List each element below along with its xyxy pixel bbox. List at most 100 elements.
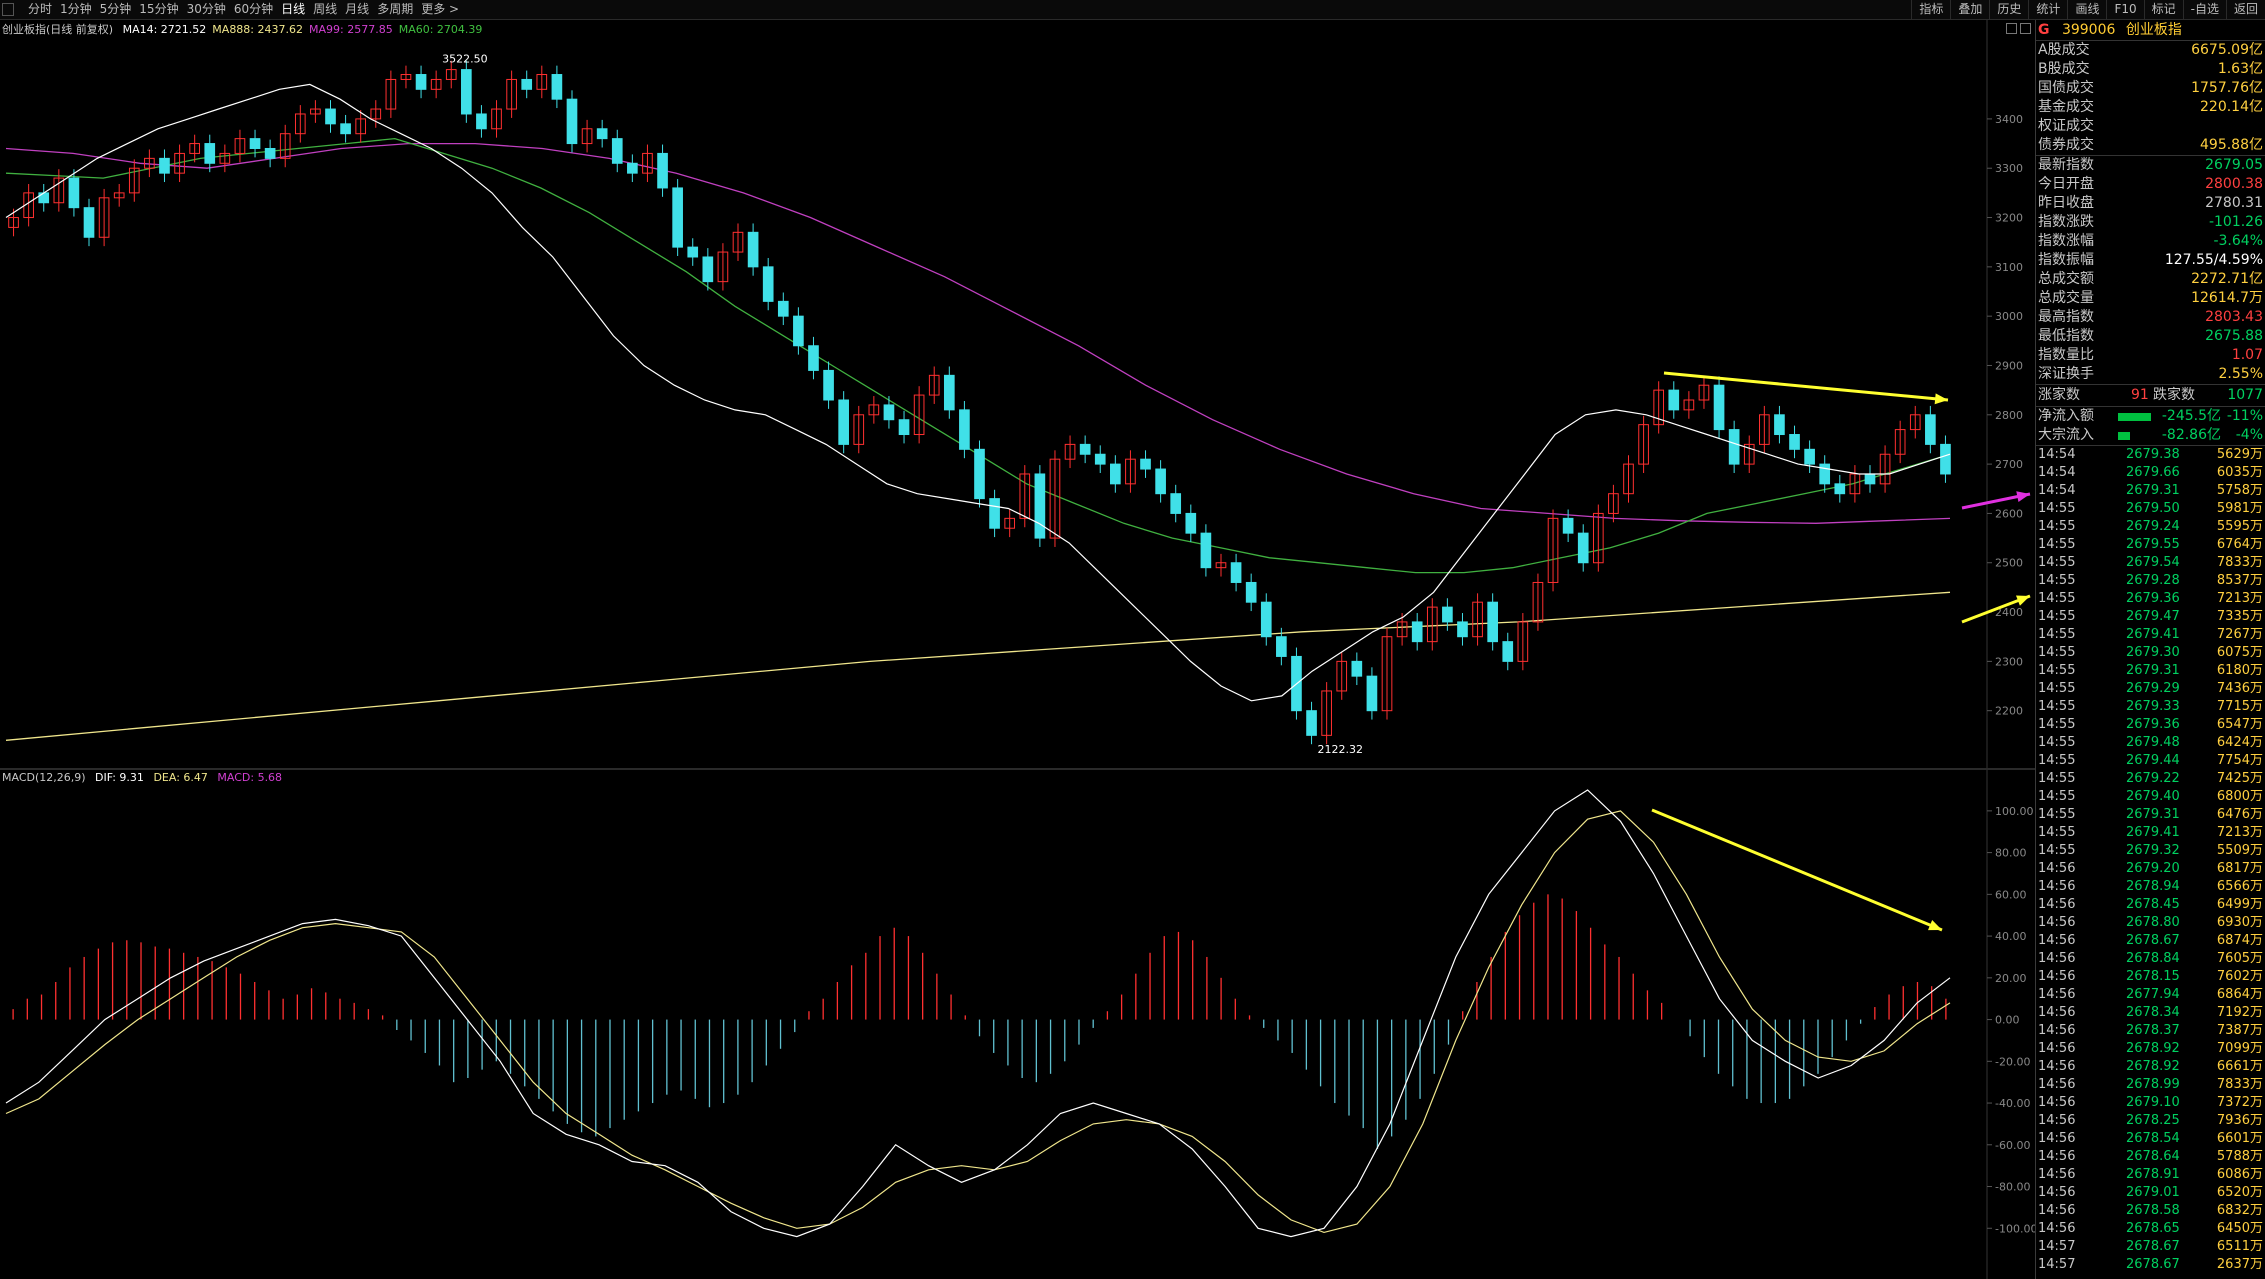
tick-volume: 6864万 — [2216, 987, 2263, 1002]
tick-price: 2679.31 — [2126, 483, 2180, 498]
period-tab[interactable]: 日线 — [281, 2, 306, 16]
tick-row: 14:56 2678.25 7936万 — [2036, 1112, 2265, 1130]
candle-body — [506, 78, 517, 110]
panel-close-icon[interactable] — [2020, 23, 2031, 34]
candle-body — [325, 108, 336, 125]
window-menu-icon[interactable] — [2, 3, 14, 16]
y-tick-label: 2300 — [1995, 655, 2023, 668]
tick-price: 2678.34 — [2126, 1005, 2180, 1020]
macd-chart[interactable]: -100.00 -80.00 -60.00 -40.00 -20.00 0.00 20.00… — [0, 770, 2035, 1279]
tool-button[interactable]: F10 — [2106, 0, 2143, 19]
flow-row: 大宗流入 -82.86亿 -4% — [2036, 426, 2265, 445]
candle-body — [1668, 389, 1680, 411]
tick-price: 2679.50 — [2126, 501, 2180, 516]
candle-body — [1698, 384, 1710, 401]
stat-label: 最低指数 — [2038, 328, 2094, 344]
stat-label: 今日开盘 — [2038, 176, 2094, 192]
tool-button[interactable]: 叠加 — [1950, 0, 1989, 19]
candle-body — [1079, 443, 1091, 455]
tick-price: 2678.91 — [2126, 1167, 2180, 1182]
candle-body — [717, 251, 729, 283]
period-tab[interactable]: 多周期 — [377, 2, 414, 16]
macd-y-tick-label: -100.00 — [1995, 1222, 2035, 1235]
turnover-label: A股成交 — [2038, 42, 2090, 58]
candle-body — [1125, 458, 1136, 485]
tool-button[interactable]: -自选 — [2182, 0, 2226, 19]
turnover-value: 220.14亿 — [2200, 99, 2263, 115]
period-tabs: 分时 1分钟 5分钟 15分钟 30分钟 60分钟 日线 周线 月线 多周期 更多 > — [24, 1, 463, 18]
candle-body — [1381, 636, 1393, 712]
tick-price: 2679.20 — [2126, 861, 2180, 876]
tick-row: 14:55 2679.48 6424万 — [2036, 734, 2265, 752]
tick-time: 14:55 — [2038, 699, 2076, 714]
stat-label: 指数量比 — [2038, 347, 2094, 363]
stat-row: 指数涨幅 -3.64% — [2036, 232, 2265, 251]
candle-body — [1879, 453, 1891, 485]
tick-volume: 6511万 — [2216, 1239, 2263, 1254]
tick-price: 2679.40 — [2126, 789, 2180, 804]
tick-time: 14:56 — [2038, 1041, 2076, 1056]
tick-time: 14:56 — [2038, 879, 2076, 894]
macd-dif: DIF: 9.31 — [95, 771, 144, 784]
tool-button[interactable]: 标记 — [2143, 0, 2183, 19]
panel-divider[interactable] — [0, 768, 2035, 770]
period-tab[interactable]: 月线 — [345, 2, 370, 16]
tick-time: 14:55 — [2038, 843, 2076, 858]
tick-list[interactable]: 14:54 2679.38 5629万 14:54 2679.66 6035万 14:54 2… — [2036, 445, 2265, 1274]
ma-legend: MA99: 2577.85 — [309, 23, 393, 36]
tick-price: 2678.67 — [2126, 1257, 2180, 1272]
tool-buttons: 指标 叠加 历史 统计 画线 F10 标记 -自选 返回 — [1911, 0, 2265, 19]
period-tab[interactable]: 更多 > — [421, 2, 460, 16]
tick-price: 2678.25 — [2126, 1113, 2180, 1128]
tick-time: 14:56 — [2038, 1023, 2076, 1038]
stat-row: 指数涨跌 -101.26 — [2036, 213, 2265, 232]
tool-button[interactable]: 历史 — [1989, 0, 2028, 19]
period-tab[interactable]: 1分钟 — [60, 2, 92, 16]
macd-name: MACD(12,26,9) — [2, 771, 86, 784]
candle-body — [943, 374, 955, 411]
period-tab[interactable]: 30分钟 — [186, 2, 226, 16]
candle-body — [8, 217, 19, 228]
tick-volume: 6547万 — [2216, 717, 2263, 732]
tick-volume: 7754万 — [2216, 753, 2263, 768]
macd-y-tick-label: -40.00 — [1995, 1097, 2030, 1110]
tool-button[interactable]: 统计 — [2028, 0, 2067, 19]
tick-row: 14:54 2679.38 5629万 — [2036, 446, 2265, 464]
tick-time: 14:55 — [2038, 735, 2076, 750]
candle-body — [838, 399, 849, 445]
low-price-label: 2122.32 — [1318, 743, 1364, 756]
period-tab[interactable]: 15分钟 — [139, 2, 179, 16]
tool-button[interactable]: 返回 — [2225, 0, 2265, 19]
turnover-row: A股成交 6675.09亿 — [2036, 41, 2265, 60]
tick-row: 14:56 2677.94 6864万 — [2036, 986, 2265, 1004]
period-tab[interactable]: 周线 — [313, 2, 338, 16]
panel-max-icon[interactable] — [2006, 23, 2017, 34]
period-tab[interactable]: 5分钟 — [99, 2, 132, 16]
kline-chart[interactable]: 2200 2300 2400 2500 2600 2700 2800 2900 3000 3100… — [0, 20, 2035, 768]
candle-body — [400, 74, 412, 80]
tick-time: 14:56 — [2038, 861, 2076, 876]
ma-legend: MA60: 2704.39 — [398, 23, 483, 36]
stat-value: -101.26 — [2208, 214, 2263, 230]
dea-line — [5, 810, 1951, 1234]
stat-row: 昨日收盘 2780.31 — [2036, 194, 2265, 213]
tool-button[interactable]: 画线 — [2067, 0, 2106, 19]
macd-chart-panel[interactable]: -100.00 -80.00 -60.00 -40.00 -20.00 0.00 20.00… — [0, 770, 2035, 1279]
tool-button[interactable]: 指标 — [1911, 0, 1950, 19]
kline-chart-panel[interactable]: 2200 2300 2400 2500 2600 2700 2800 2900 3000 3100… — [0, 20, 2035, 768]
candle-body — [1849, 473, 1861, 495]
candle-body — [1396, 621, 1408, 638]
tick-price: 2678.37 — [2126, 1023, 2180, 1038]
period-tab[interactable]: 60分钟 — [233, 2, 274, 16]
ma14-line — [5, 83, 1951, 702]
candle-body — [1728, 429, 1740, 465]
annotation-arrow — [1651, 808, 1943, 932]
period-tab[interactable]: 分时 — [28, 2, 53, 16]
tick-volume: 6661万 — [2216, 1059, 2263, 1074]
candle-body — [83, 207, 95, 238]
candle-body — [53, 177, 65, 204]
macd-y-tick-label: -20.00 — [1995, 1055, 2030, 1068]
tick-time: 14:55 — [2038, 807, 2076, 822]
candle-body — [355, 118, 367, 135]
tick-row: 14:55 2679.22 7425万 — [2036, 770, 2265, 788]
